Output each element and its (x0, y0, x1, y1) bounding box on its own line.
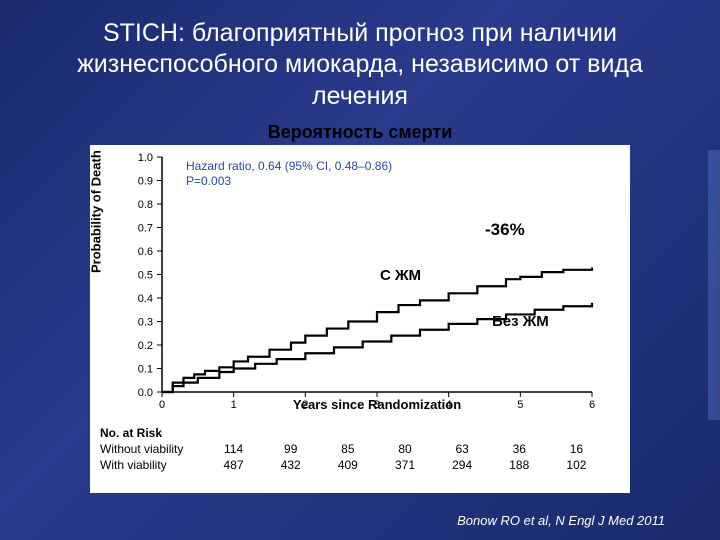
slide-root: STICH: благоприятный прогноз при наличии… (0, 0, 720, 540)
risk-value: 16 (548, 441, 605, 457)
svg-text:1.0: 1.0 (138, 152, 153, 164)
svg-text:0.3: 0.3 (138, 316, 153, 328)
risk-label-1: With viability (100, 457, 205, 473)
svg-text:0.0: 0.0 (138, 387, 153, 399)
svg-text:0.7: 0.7 (138, 222, 153, 234)
risk-value: 85 (319, 441, 376, 457)
svg-text:0.4: 0.4 (138, 293, 153, 305)
risk-value: 432 (262, 457, 319, 473)
chart-container: Probability of Death Hazard ratio, 0.64 … (90, 145, 630, 493)
slide-subtitle: Вероятность смерти (30, 122, 690, 143)
risk-value: 371 (376, 457, 433, 473)
risk-header: No. at Risk (100, 425, 605, 441)
risk-value: 409 (319, 457, 376, 473)
no-at-risk-block: No. at Risk Without viability 1149985806… (100, 425, 605, 474)
risk-values-0: 114998580633616 (205, 441, 605, 457)
svg-text:0.2: 0.2 (138, 340, 153, 352)
chart-svg: 0.00.10.20.30.40.50.60.70.80.91.00123456 (122, 152, 597, 417)
risk-value: 36 (491, 441, 548, 457)
svg-text:0.5: 0.5 (138, 269, 153, 281)
risk-value: 487 (205, 457, 262, 473)
risk-value: 80 (376, 441, 433, 457)
risk-label-0: Without viability (100, 441, 205, 457)
svg-text:0.1: 0.1 (138, 363, 153, 375)
x-axis-label: Years since Randomization (162, 397, 592, 412)
risk-value: 294 (434, 457, 491, 473)
svg-text:0.6: 0.6 (138, 246, 153, 258)
risk-row-1: With viability 487432409371294188102 (100, 457, 605, 473)
risk-value: 63 (434, 441, 491, 457)
side-accent (708, 150, 720, 420)
risk-value: 188 (491, 457, 548, 473)
risk-value: 102 (548, 457, 605, 473)
svg-text:0.8: 0.8 (138, 199, 153, 211)
svg-text:0.9: 0.9 (138, 175, 153, 187)
risk-value: 99 (262, 441, 319, 457)
risk-values-1: 487432409371294188102 (205, 457, 605, 473)
plot-area: 0.00.10.20.30.40.50.60.70.80.91.00123456 (162, 157, 592, 392)
risk-row-0: Without viability 114998580633616 (100, 441, 605, 457)
slide-title: STICH: благоприятный прогноз при наличии… (30, 18, 690, 112)
risk-value: 114 (205, 441, 262, 457)
y-axis-label: Probability of Death (89, 150, 104, 273)
citation: Bonow RO et al, N Engl J Med 2011 (457, 513, 665, 528)
